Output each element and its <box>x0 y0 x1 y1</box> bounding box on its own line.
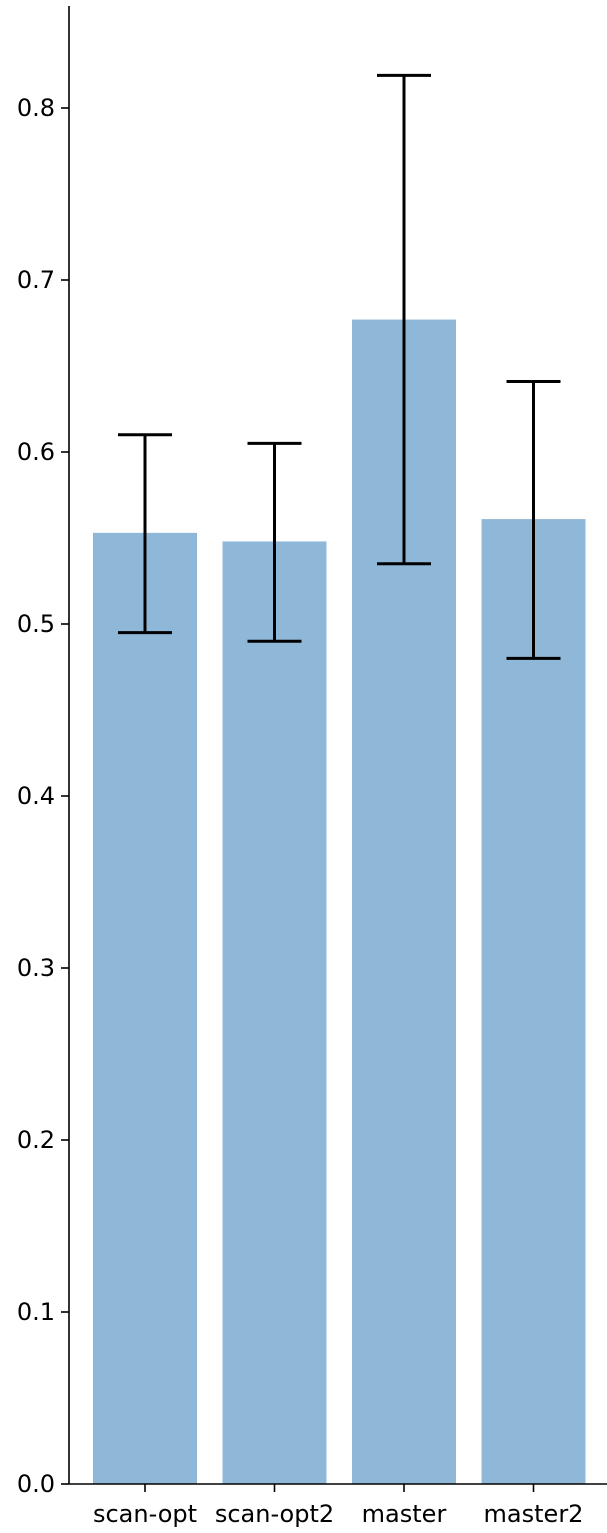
x-tick-label-master2: master2 <box>484 1500 584 1528</box>
y-tick-label: 0.7 <box>17 266 55 294</box>
bar-master2 <box>481 519 586 1484</box>
x-tick-label-master: master <box>362 1500 447 1528</box>
tick-labels-layer: scan-opt scan-opt2 master master2 0.0 0.1 0.2 0… <box>17 94 584 1528</box>
y-tick-label: 0.1 <box>17 1298 55 1326</box>
y-tick-label: 0.8 <box>17 94 55 122</box>
y-tick-label: 0.0 <box>17 1470 55 1498</box>
axes-layer <box>61 6 607 1492</box>
x-tick-label-scan-opt2: scan-opt2 <box>215 1500 334 1528</box>
bars-layer <box>93 319 586 1484</box>
y-tick-label: 0.2 <box>17 1126 55 1154</box>
error-bars-layer <box>118 73 561 660</box>
y-tick-label: 0.6 <box>17 438 55 466</box>
y-tick-label: 0.4 <box>17 782 55 810</box>
x-tick-label-scan-opt: scan-opt <box>93 1500 197 1528</box>
y-tick-label: 0.5 <box>17 610 55 638</box>
bar-scan-opt2 <box>222 541 327 1484</box>
bar-scan-opt <box>93 532 197 1484</box>
y-tick-label: 0.3 <box>17 954 55 982</box>
